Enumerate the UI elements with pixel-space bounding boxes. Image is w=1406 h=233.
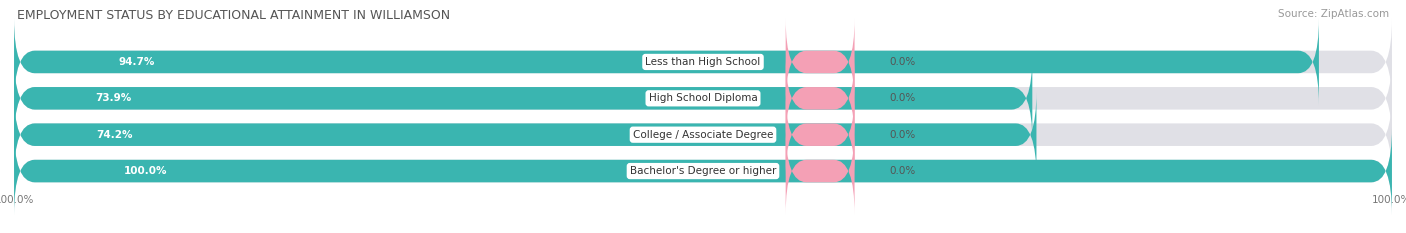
FancyBboxPatch shape <box>14 19 1319 105</box>
FancyBboxPatch shape <box>786 55 855 142</box>
Text: 0.0%: 0.0% <box>889 93 915 103</box>
FancyBboxPatch shape <box>786 19 855 105</box>
FancyBboxPatch shape <box>786 128 855 214</box>
FancyBboxPatch shape <box>14 128 1392 214</box>
FancyBboxPatch shape <box>14 91 1392 178</box>
FancyBboxPatch shape <box>14 55 1392 142</box>
FancyBboxPatch shape <box>14 55 1032 142</box>
Text: Less than High School: Less than High School <box>645 57 761 67</box>
Text: 73.9%: 73.9% <box>96 93 132 103</box>
FancyBboxPatch shape <box>14 91 1036 178</box>
Text: 94.7%: 94.7% <box>118 57 155 67</box>
Text: 74.2%: 74.2% <box>96 130 132 140</box>
Text: EMPLOYMENT STATUS BY EDUCATIONAL ATTAINMENT IN WILLIAMSON: EMPLOYMENT STATUS BY EDUCATIONAL ATTAINM… <box>17 9 450 22</box>
Text: Source: ZipAtlas.com: Source: ZipAtlas.com <box>1278 9 1389 19</box>
FancyBboxPatch shape <box>786 91 855 178</box>
FancyBboxPatch shape <box>14 19 1392 105</box>
Text: College / Associate Degree: College / Associate Degree <box>633 130 773 140</box>
Text: 100.0%: 100.0% <box>124 166 167 176</box>
Text: High School Diploma: High School Diploma <box>648 93 758 103</box>
Text: 0.0%: 0.0% <box>889 166 915 176</box>
FancyBboxPatch shape <box>14 128 1392 214</box>
Text: Bachelor's Degree or higher: Bachelor's Degree or higher <box>630 166 776 176</box>
Text: 0.0%: 0.0% <box>889 130 915 140</box>
Text: 0.0%: 0.0% <box>889 57 915 67</box>
